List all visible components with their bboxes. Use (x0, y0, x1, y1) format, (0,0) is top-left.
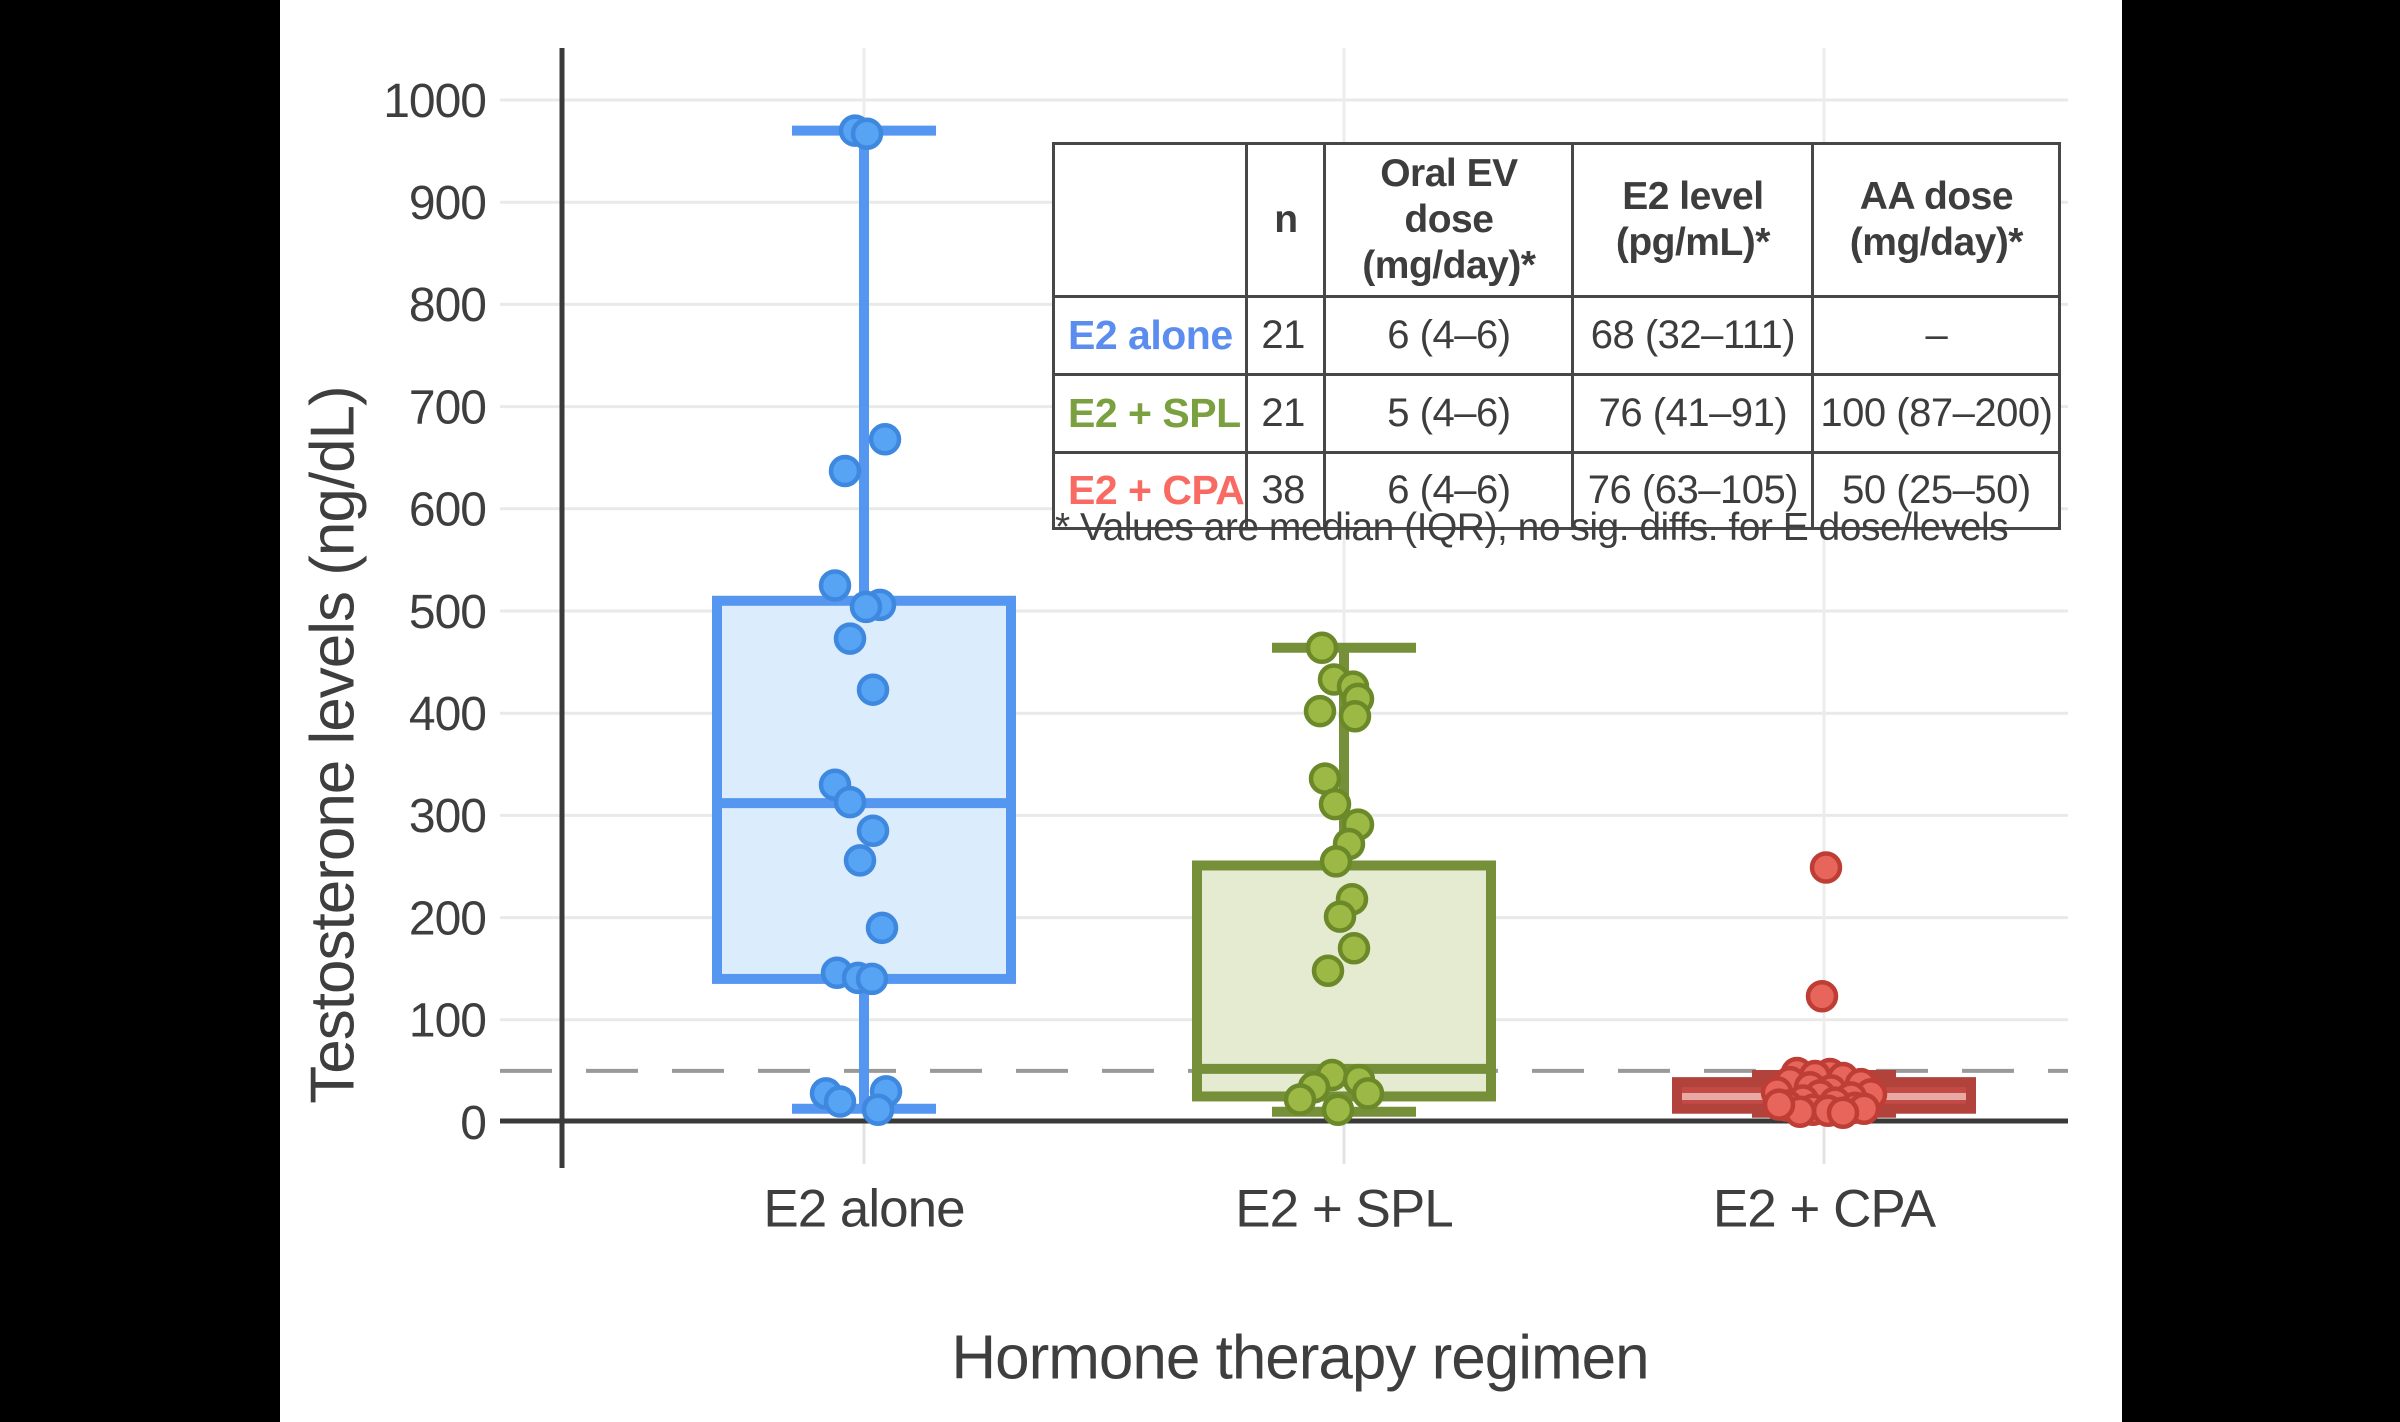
x-category-label: E2 + SPL (1235, 1180, 1452, 1239)
y-tick-label: 100 (409, 995, 486, 1048)
table-footnote: * Values are median (IQR), no sig. diffs… (1055, 506, 2009, 549)
summary-table-header-cell: E2 level (pg/mL)* (1571, 141, 1815, 299)
data-point (823, 1085, 857, 1118)
data-point (1351, 1077, 1385, 1110)
data-point (828, 454, 862, 488)
x-category-label: E2 alone (763, 1180, 964, 1239)
e2-level-cell: 76 (63–105) (1571, 451, 1815, 531)
data-point (1805, 980, 1839, 1013)
data-point (856, 814, 890, 847)
data-point (865, 911, 899, 945)
summary-table-row: E2 + SPL 21 5 (4–6) 76 (41–91) 100 (87–200) (1051, 373, 2062, 455)
y-tick-label: 800 (409, 279, 486, 332)
row-label: E2 + CPA (1051, 451, 1249, 531)
y-tick-label: 700 (409, 381, 486, 434)
data-point (843, 844, 877, 877)
y-axis-title: Testosterone levels (ng/dL) (299, 386, 368, 1103)
data-point (1826, 1096, 1860, 1130)
row-label: E2 alone (1051, 295, 1249, 377)
aa-dose-cell: 100 (87–200) (1811, 373, 2062, 455)
data-point (1283, 1083, 1317, 1116)
y-tick-label: 300 (409, 790, 486, 843)
x-category-label: E2 + CPA (1713, 1180, 1937, 1239)
summary-table-row: E2 alone 21 6 (4–6) 68 (32–111) – (1051, 295, 2062, 377)
data-point (1762, 1088, 1796, 1121)
row-label: E2 + SPL (1051, 373, 1249, 455)
summary-table-header-cell (1051, 141, 1249, 299)
summary-table-header: n Oral EV dose (mg/day)* E2 level (pg/mL)*… (1051, 141, 2062, 299)
summary-table-header-cell: AA dose (mg/day)* (1811, 141, 2062, 299)
data-point (1323, 900, 1357, 933)
x-axis-title: Hormone therapy regimen (951, 1324, 1648, 1393)
y-tick-label: 400 (409, 688, 486, 741)
oral-ev-dose-cell: 5 (4–6) (1323, 373, 1575, 455)
y-tick-label: 1000 (383, 75, 486, 128)
y-tick-label: 600 (409, 484, 486, 537)
e2-level-cell: 76 (41–91) (1571, 373, 1815, 455)
data-point (861, 1093, 895, 1126)
data-point (1318, 787, 1352, 821)
data-point (1809, 851, 1843, 884)
aa-dose-cell: – (1811, 295, 2062, 377)
data-point (1311, 954, 1345, 987)
y-tick-label: 200 (409, 892, 486, 945)
n-cell: 21 (1245, 373, 1327, 455)
data-point (1305, 631, 1339, 665)
aa-dose-cell: 50 (25–50) (1811, 451, 2062, 531)
data-point (818, 569, 852, 602)
e2-level-cell: 68 (32–111) (1571, 295, 1815, 377)
oral-ev-dose-cell: 6 (4–6) (1323, 295, 1575, 377)
oral-ev-dose-cell: 6 (4–6) (1323, 451, 1575, 531)
summary-table: n Oral EV dose (mg/day)* E2 level (pg/mL)*… (1051, 141, 2062, 531)
data-point (849, 590, 883, 624)
data-point (850, 117, 884, 150)
data-point (1303, 694, 1337, 728)
summary-table-row: E2 + CPA 38 6 (4–6) 76 (63–105) 50 (25–50) (1051, 451, 2062, 531)
y-tick-label: 500 (409, 586, 486, 639)
data-point (833, 785, 867, 819)
n-cell: 21 (1245, 295, 1327, 377)
data-point (1337, 932, 1371, 965)
y-tick-label: 0 (460, 1097, 486, 1150)
summary-table-header-cell: n (1245, 141, 1327, 299)
data-point (856, 673, 890, 706)
n-cell: 38 (1245, 451, 1327, 531)
data-point (868, 423, 902, 456)
data-point (1319, 845, 1353, 878)
y-tick-label: 900 (409, 177, 486, 230)
data-point (1321, 1093, 1355, 1126)
data-point (1338, 700, 1372, 733)
summary-table-header-cell: Oral EV dose (mg/day)* (1323, 141, 1575, 299)
box-1 (712, 595, 1016, 984)
data-point (855, 962, 889, 996)
data-point (833, 622, 867, 655)
